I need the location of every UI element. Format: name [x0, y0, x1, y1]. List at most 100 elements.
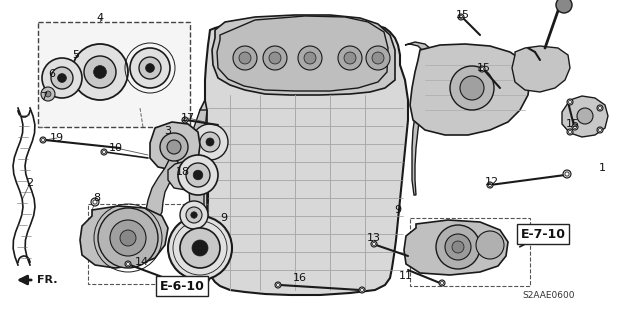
Circle shape: [41, 87, 55, 101]
Text: 3: 3: [164, 126, 172, 136]
Circle shape: [239, 52, 251, 64]
Circle shape: [372, 242, 376, 246]
Circle shape: [304, 52, 316, 64]
Circle shape: [338, 46, 362, 70]
Polygon shape: [562, 96, 608, 137]
Circle shape: [568, 100, 572, 103]
Polygon shape: [410, 44, 530, 135]
Circle shape: [130, 48, 170, 88]
Circle shape: [186, 163, 210, 187]
Polygon shape: [205, 18, 408, 295]
Circle shape: [51, 67, 73, 89]
Circle shape: [127, 263, 129, 265]
Text: 13: 13: [367, 233, 381, 243]
Circle shape: [200, 132, 220, 152]
Circle shape: [460, 76, 484, 100]
Circle shape: [102, 151, 106, 153]
Circle shape: [184, 118, 186, 122]
Circle shape: [58, 74, 67, 82]
Circle shape: [84, 56, 116, 88]
Circle shape: [42, 138, 45, 142]
Circle shape: [556, 0, 572, 13]
Circle shape: [372, 52, 384, 64]
Circle shape: [45, 91, 51, 97]
Circle shape: [167, 140, 181, 154]
Text: E-7-10: E-7-10: [520, 227, 566, 241]
Text: S2AAE0600: S2AAE0600: [523, 291, 575, 300]
Polygon shape: [80, 206, 168, 268]
Circle shape: [450, 66, 494, 110]
Circle shape: [476, 231, 504, 259]
Circle shape: [436, 225, 480, 269]
Text: 14: 14: [135, 257, 149, 267]
Circle shape: [577, 108, 593, 124]
Text: 9: 9: [394, 205, 401, 215]
Circle shape: [263, 46, 287, 70]
Circle shape: [298, 46, 322, 70]
Circle shape: [192, 124, 228, 160]
Circle shape: [479, 66, 485, 72]
Circle shape: [186, 207, 202, 223]
Text: FR.: FR.: [37, 275, 58, 285]
Circle shape: [178, 155, 218, 195]
Circle shape: [439, 280, 445, 286]
Circle shape: [598, 129, 602, 131]
Circle shape: [125, 261, 131, 267]
Text: 7: 7: [40, 92, 47, 102]
Text: 15: 15: [477, 63, 491, 73]
Polygon shape: [150, 122, 200, 170]
Circle shape: [487, 182, 493, 188]
Circle shape: [168, 216, 232, 280]
Text: 18: 18: [176, 167, 190, 177]
Circle shape: [206, 138, 214, 146]
Circle shape: [568, 130, 572, 133]
Circle shape: [445, 234, 471, 260]
Circle shape: [160, 133, 188, 161]
Circle shape: [440, 281, 444, 285]
Circle shape: [563, 170, 571, 178]
Text: 9: 9: [220, 213, 228, 223]
Circle shape: [567, 99, 573, 105]
Circle shape: [98, 208, 158, 268]
Polygon shape: [405, 42, 434, 195]
Polygon shape: [404, 220, 508, 275]
Text: 12: 12: [485, 177, 499, 187]
Polygon shape: [212, 15, 395, 95]
Circle shape: [276, 284, 280, 286]
Circle shape: [72, 44, 128, 100]
Polygon shape: [146, 158, 178, 222]
Text: 4: 4: [97, 13, 104, 23]
Polygon shape: [217, 16, 388, 91]
Text: 5: 5: [72, 50, 79, 60]
Circle shape: [359, 287, 365, 293]
Polygon shape: [192, 100, 210, 285]
Circle shape: [91, 198, 99, 206]
Bar: [410, 218, 530, 286]
Circle shape: [93, 66, 106, 78]
Circle shape: [120, 230, 136, 246]
Circle shape: [269, 52, 281, 64]
Circle shape: [597, 105, 603, 111]
Bar: [38, 22, 190, 127]
Circle shape: [101, 149, 107, 155]
Text: 8: 8: [93, 193, 100, 203]
Text: 11: 11: [399, 271, 413, 281]
Circle shape: [452, 241, 464, 253]
Circle shape: [481, 68, 483, 70]
Text: 17: 17: [181, 113, 195, 123]
Circle shape: [567, 129, 573, 135]
Circle shape: [192, 240, 208, 256]
Circle shape: [344, 52, 356, 64]
Circle shape: [360, 288, 364, 292]
Circle shape: [42, 58, 82, 98]
Text: 6: 6: [49, 69, 56, 79]
Circle shape: [180, 201, 208, 229]
Polygon shape: [168, 160, 202, 190]
Text: 19: 19: [50, 133, 64, 143]
Circle shape: [460, 16, 463, 19]
Text: 15: 15: [456, 10, 470, 20]
Circle shape: [193, 170, 203, 180]
Circle shape: [366, 46, 390, 70]
Circle shape: [110, 220, 146, 256]
Circle shape: [565, 172, 569, 176]
